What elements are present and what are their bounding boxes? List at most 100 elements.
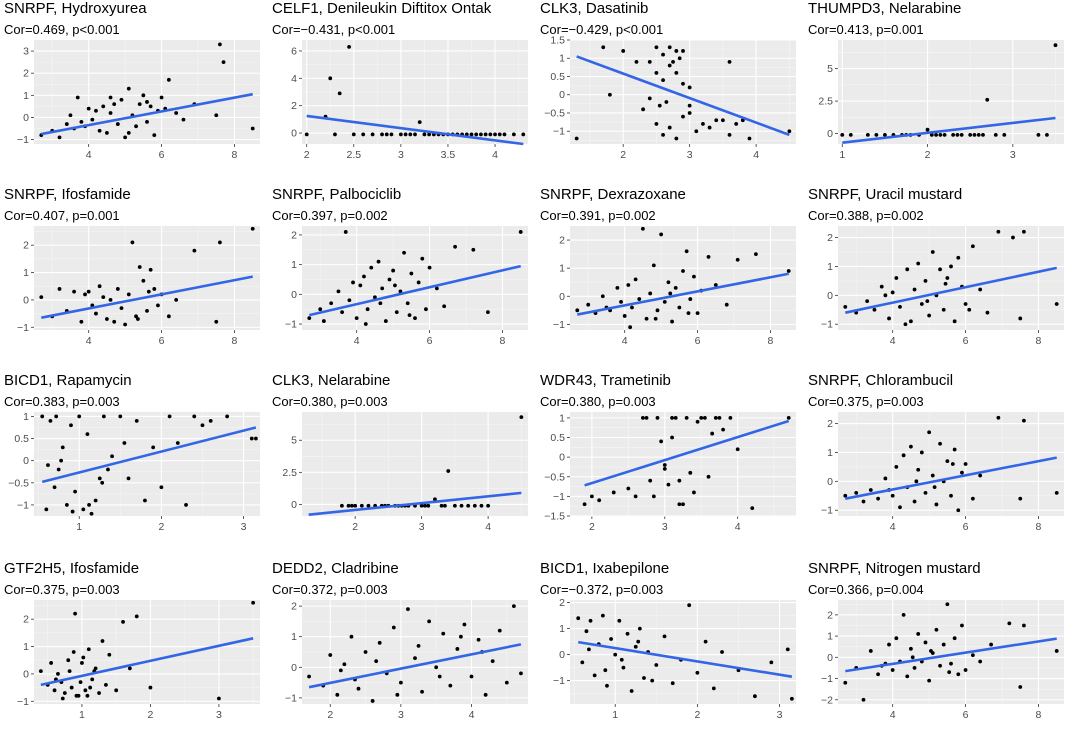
data-point [413, 656, 417, 661]
data-point [633, 494, 638, 499]
data-point [422, 132, 427, 137]
data-point [721, 427, 725, 432]
data-point [945, 459, 950, 464]
data-point [681, 502, 685, 507]
y-tick-label: 0 [559, 291, 565, 303]
y-tick-label: 2 [23, 240, 29, 252]
data-point [637, 626, 642, 631]
data-point [416, 280, 421, 285]
y-tick-label: 4 [291, 73, 297, 85]
data-point [338, 668, 343, 673]
data-point [597, 498, 602, 503]
data-point [786, 415, 791, 420]
data-point [865, 299, 870, 304]
data-point [130, 240, 135, 245]
data-point [1022, 229, 1026, 234]
panel-title: SNRPF, Chlorambucil [808, 372, 954, 389]
y-tick-label: −1 [553, 319, 565, 331]
data-point [135, 317, 140, 321]
data-point [437, 674, 442, 679]
data-point [426, 503, 431, 508]
y-tick-label: −1 [821, 505, 833, 517]
data-point [955, 133, 960, 137]
regression-line [578, 640, 793, 678]
data-point [854, 490, 859, 495]
panel-correlation-label: Cor=−0.431, p<0.001 [272, 22, 396, 37]
data-point [728, 415, 733, 420]
data-point [692, 490, 696, 495]
data-point [674, 49, 679, 53]
data-point [148, 104, 153, 109]
data-point [402, 250, 406, 255]
y-tick-label: −1 [285, 319, 297, 331]
data-point [115, 287, 120, 291]
data-point [677, 305, 682, 310]
data-point [600, 294, 605, 299]
data-point [49, 661, 54, 665]
data-point [714, 118, 719, 123]
data-point [670, 435, 674, 440]
x-tick-label: 1 [79, 709, 85, 721]
data-point [667, 63, 672, 68]
x-tick-label: 8 [1036, 335, 1042, 347]
data-point [166, 77, 171, 82]
data-point [684, 249, 689, 254]
data-point [674, 70, 679, 75]
data-point [40, 414, 45, 419]
data-point [64, 122, 69, 126]
panel-correlation-label: Cor=0.388, p=0.002 [808, 208, 924, 223]
x-tick-label: 1 [839, 149, 845, 161]
data-point [391, 268, 396, 273]
data-point [662, 299, 667, 304]
data-point [394, 310, 399, 315]
data-point [927, 430, 932, 435]
data-point [175, 441, 180, 445]
x-tick-label: 2 [352, 521, 358, 533]
data-point [387, 277, 392, 282]
data-point [362, 274, 366, 279]
data-point [667, 125, 672, 130]
data-point [391, 625, 396, 630]
x-tick-label: 6 [963, 709, 969, 721]
data-point [389, 132, 394, 137]
data-point [483, 692, 488, 697]
y-tick-label: 1 [291, 259, 297, 271]
data-point [876, 496, 880, 501]
data-point [861, 499, 866, 504]
data-point [395, 692, 400, 697]
x-tick-label: 6 [159, 335, 165, 347]
data-point [346, 503, 351, 508]
data-point [106, 467, 110, 472]
data-point [87, 503, 91, 507]
data-point [662, 467, 667, 471]
data-point [376, 259, 381, 264]
data-point [603, 668, 608, 673]
y-tick-label: 1 [559, 412, 565, 424]
data-point [502, 132, 507, 137]
data-point [923, 640, 928, 645]
data-point [843, 493, 848, 498]
data-point [622, 314, 627, 318]
data-point [427, 132, 432, 137]
x-tick-label: 8 [1036, 521, 1042, 533]
data-point [97, 284, 102, 289]
plot-background [34, 40, 260, 144]
data-point [702, 415, 707, 420]
data-point [703, 639, 708, 644]
data-point [141, 93, 146, 98]
data-point [442, 304, 447, 309]
x-tick-label: 4 [354, 335, 360, 347]
data-point [919, 302, 924, 306]
x-tick-label: 8 [232, 149, 238, 161]
data-point [1018, 496, 1023, 501]
data-point [1022, 418, 1026, 423]
data-point [898, 505, 902, 510]
data-point [250, 226, 255, 231]
regression-line [845, 456, 1057, 500]
x-tick-label: 4 [735, 521, 741, 533]
y-tick-label: 1 [23, 267, 29, 279]
data-point [88, 685, 93, 690]
x-tick-label: 4 [890, 335, 896, 347]
data-point [647, 59, 652, 64]
data-point [90, 677, 95, 682]
